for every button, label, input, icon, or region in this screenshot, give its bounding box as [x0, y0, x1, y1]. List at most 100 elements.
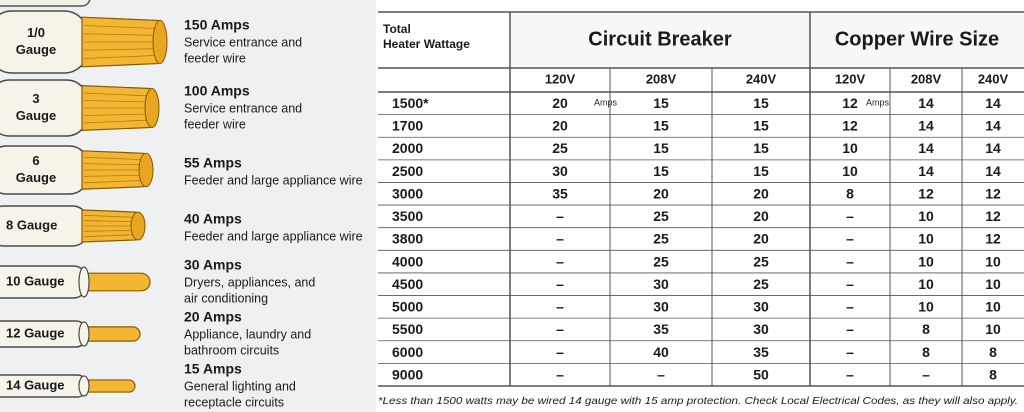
gauge-label: 1/0: [27, 25, 45, 40]
wire-insulation: [0, 0, 91, 7]
table-cell: –: [556, 299, 564, 315]
amps-note: Amps: [866, 98, 890, 108]
footnote: *Less than 1500 watts may be wired 14 ga…: [378, 395, 1018, 407]
strand-line: [83, 174, 147, 177]
strand-ends: [138, 152, 154, 188]
table-cell: 10: [985, 253, 1001, 269]
amps-label: 40 Amps: [184, 211, 242, 227]
use-label: receptacle circuits: [184, 395, 284, 409]
table-cell: 8: [989, 366, 997, 382]
amps-label: 55 Amps: [184, 155, 242, 171]
wattage-cell: 2000: [392, 140, 423, 156]
table-cell: –: [846, 208, 854, 224]
insulation-end: [78, 266, 90, 298]
voltage-header: 240V: [746, 71, 777, 86]
table-cell: 14: [918, 163, 934, 179]
wattage-cell: 1700: [392, 118, 423, 134]
table-cell: 14: [985, 163, 1001, 179]
table-cell: 40: [653, 344, 669, 360]
table-cell: 20: [753, 231, 769, 247]
table-cell: 15: [753, 140, 769, 156]
use-label: Feeder and large appliance wire: [184, 173, 363, 187]
table-cell: –: [846, 231, 854, 247]
strand-line: [83, 234, 139, 238]
gauge-label: 14 Gauge: [6, 377, 65, 392]
strand-line: [83, 220, 139, 223]
table-cell: 25: [552, 140, 568, 156]
voltage-header: 120V: [835, 71, 866, 86]
table-cell: 30: [753, 299, 769, 315]
table-cell: 10: [842, 163, 858, 179]
table-cell: 12: [842, 95, 858, 111]
table-cell: 30: [552, 163, 568, 179]
table-cell: –: [922, 366, 930, 382]
gauge-label: Gauge: [16, 108, 56, 123]
table-cell: 25: [653, 208, 669, 224]
table-cell: –: [846, 299, 854, 315]
table-cell: –: [556, 231, 564, 247]
table-cell: 25: [653, 253, 669, 269]
amps-label: 30 Amps: [184, 257, 242, 273]
gauge-label: Gauge: [16, 170, 56, 185]
table-cell: 12: [985, 208, 1001, 224]
use-label: feeder wire: [184, 51, 246, 65]
table-cell: –: [846, 253, 854, 269]
use-label: feeder wire: [184, 117, 246, 131]
amps-label: 20 Amps: [184, 309, 242, 325]
strand-line: [83, 25, 161, 30]
table-cell: –: [556, 366, 564, 382]
table-cell: 20: [753, 185, 769, 201]
wattage-cell: 4500: [392, 276, 423, 292]
strand-line: [83, 33, 161, 36]
table-cell: –: [846, 276, 854, 292]
table-cell: 14: [985, 95, 1001, 111]
table-cell: 20: [552, 118, 568, 134]
wattage-cell: 6000: [392, 344, 423, 360]
table-cell: 20: [653, 185, 669, 201]
table-cell: 50: [753, 366, 769, 382]
table-cell: 30: [653, 299, 669, 315]
table-cell: 10: [918, 208, 934, 224]
strand-line: [83, 100, 153, 103]
table-cell: –: [556, 321, 564, 337]
use-label: Service entrance and: [184, 35, 302, 49]
table-cell: 15: [753, 95, 769, 111]
table-cell: 25: [653, 231, 669, 247]
table-cell: 15: [653, 118, 669, 134]
amps-label: 150 Amps: [184, 17, 250, 33]
table-cell: 15: [653, 163, 669, 179]
table-cell: 35: [753, 344, 769, 360]
table-cell: –: [556, 276, 564, 292]
amps-label: 100 Amps: [184, 83, 250, 99]
voltage-header: 208V: [646, 71, 677, 86]
table-cell: –: [657, 366, 665, 382]
table-cell: 8: [922, 344, 930, 360]
strand-line: [83, 113, 153, 116]
wattage-cell: 5000: [392, 299, 423, 315]
strand-line: [83, 92, 153, 97]
strand-line: [83, 163, 147, 166]
table-cell: 12: [918, 185, 934, 201]
wattage-cell: 5500: [392, 321, 423, 337]
strand-line: [83, 119, 153, 124]
use-label: Appliance, laundry and: [184, 327, 311, 341]
use-label: Dryers, appliances, and: [184, 275, 315, 289]
use-label: Service entrance and: [184, 101, 302, 115]
strand-ends: [152, 19, 168, 65]
table-cell: 10: [985, 276, 1001, 292]
table-cell: 14: [918, 140, 934, 156]
strand-ends: [130, 211, 146, 241]
table-cell: 20: [552, 95, 568, 111]
table-cell: 25: [753, 276, 769, 292]
table-cell: 35: [552, 185, 568, 201]
strand-line: [83, 229, 139, 232]
wattage-cell: 2500: [392, 163, 423, 179]
table-cell: 15: [653, 140, 669, 156]
use-label: air conditioning: [184, 291, 268, 305]
table-cell: 25: [753, 253, 769, 269]
table-cell: –: [556, 208, 564, 224]
table-cell: 15: [753, 163, 769, 179]
table-cell: 10: [842, 140, 858, 156]
table-cell: 30: [653, 276, 669, 292]
